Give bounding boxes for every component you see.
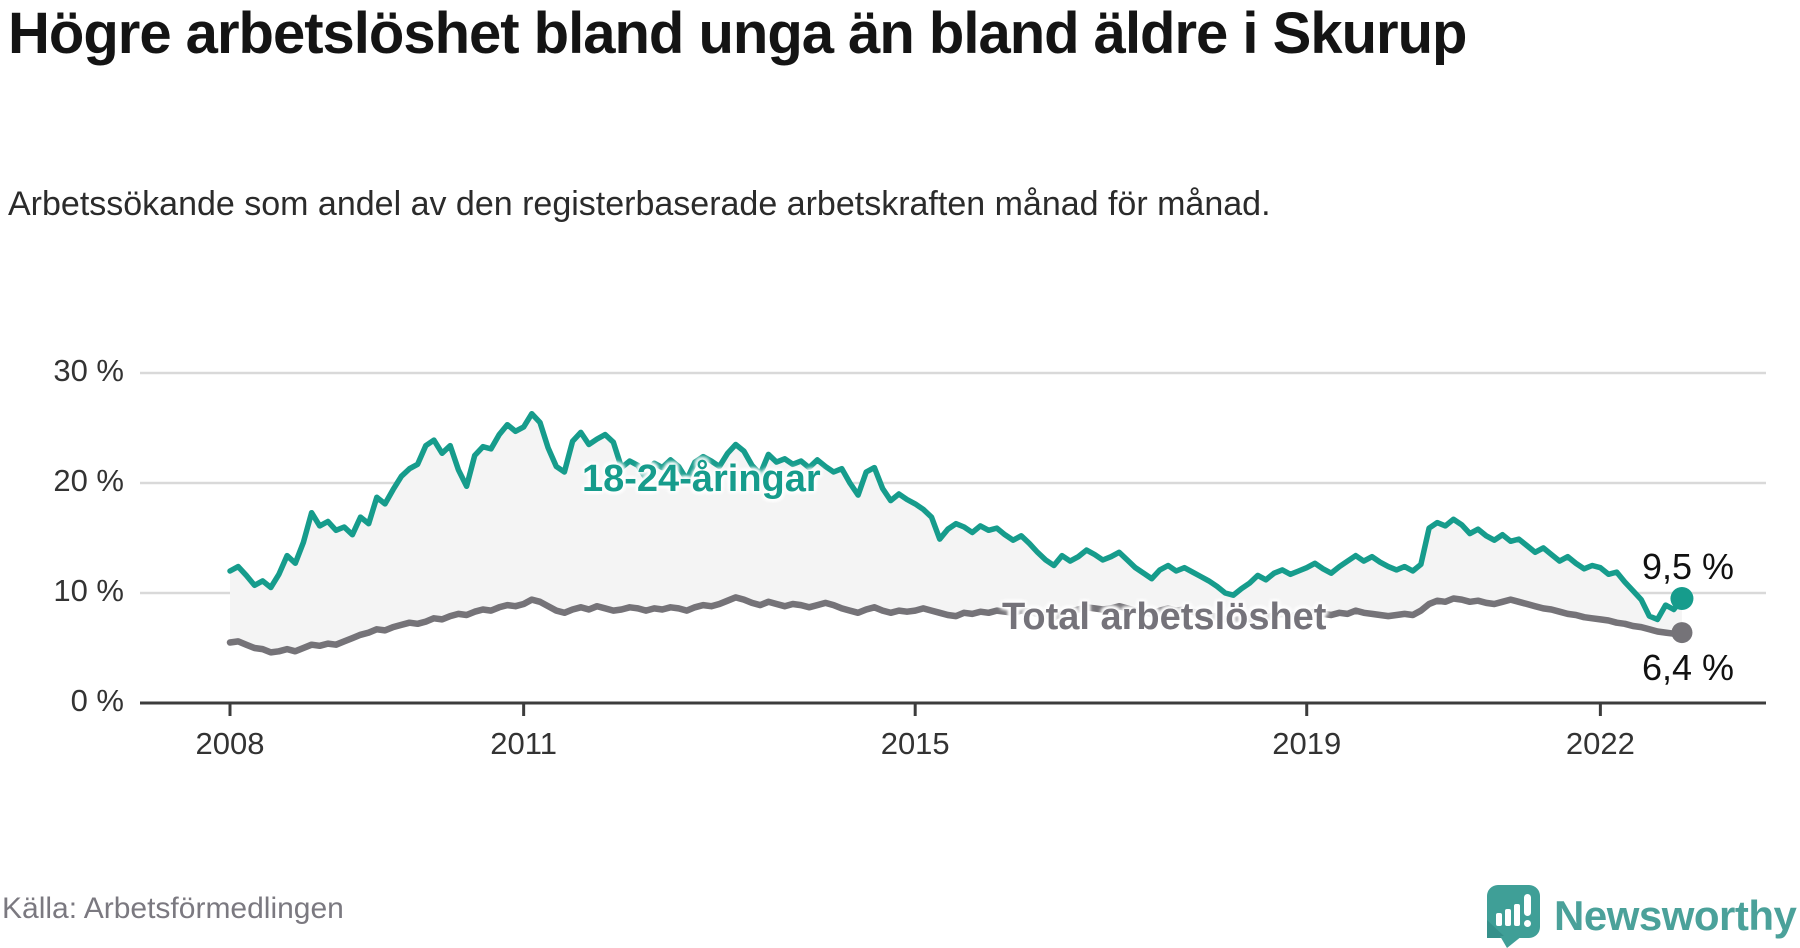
x-axis-label-2011: 2011 [490,726,557,761]
young-end-dot [1670,587,1694,610]
x-axis-label-2022: 2022 [1565,726,1635,761]
source-caption: Källa: Arbetsförmedlingen [2,892,344,925]
fill-between-series [230,413,1682,653]
x-axis-label-2019: 2019 [1272,726,1342,761]
y-axis-label-0: 0 % [70,683,124,718]
x-axis-label-2008: 2008 [195,726,265,761]
page-title: Högre arbetslöshet bland unga än bland ä… [8,1,1467,66]
x-axis-label-2015: 2015 [880,726,950,761]
y-axis-label-20: 20 % [53,463,124,498]
end-value-label-total: 6,4 % [1641,647,1734,688]
newsworthy-logo-text: Newsworthy [1554,892,1797,939]
series-label-total: Total arbetslöshet [1002,596,1327,638]
newsworthy-speech-bubble-icon [1487,885,1540,948]
total-end-dot [1671,622,1693,644]
y-axis-label-10: 10 % [53,573,124,608]
end-value-label-young: 9,5 % [1641,546,1734,587]
y-axis-label-30: 30 % [53,353,124,388]
young-line [227,410,1685,623]
chart-subtitle: Arbetssökande som andel av den registerb… [8,185,1271,223]
total-line [226,594,1686,656]
series-label-18-24: 18-24-åringar [582,458,821,500]
newsworthy-logo: Newsworthy [1486,884,1800,948]
